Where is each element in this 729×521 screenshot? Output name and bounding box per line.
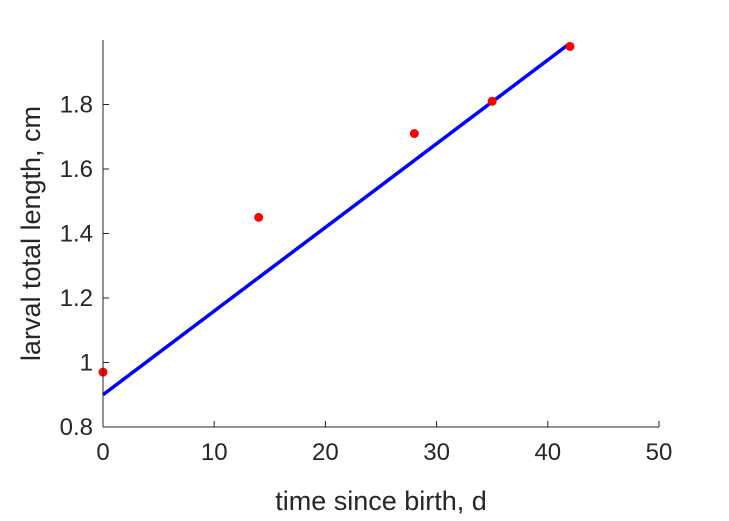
- data-point: [487, 96, 497, 106]
- x-axis-label: time since birth, d: [275, 486, 487, 516]
- x-tick-label: 30: [423, 439, 450, 466]
- y-axis-label: larval total length, cm: [16, 106, 46, 361]
- x-tick-label: 20: [312, 439, 339, 466]
- x-tick-label: 50: [646, 439, 673, 466]
- ticks: 0 10 20 30 40 50 0.8 1 1.2 1.4 1.6 1.8: [60, 92, 673, 467]
- y-tick-label: 1.2: [60, 285, 93, 312]
- data-point: [565, 41, 575, 51]
- data-point: [254, 212, 264, 222]
- y-tick-label: 1.6: [60, 156, 93, 183]
- plot-area: [98, 41, 575, 397]
- y-tick-label: 1.8: [60, 92, 93, 119]
- y-tick-label: 1: [80, 350, 93, 377]
- x-tick-label: 40: [534, 439, 561, 466]
- x-tick-label: 0: [96, 439, 109, 466]
- y-tick-label: 0.8: [60, 414, 93, 441]
- y-tick-label: 1.4: [60, 221, 93, 248]
- x-tick-label: 10: [201, 439, 228, 466]
- data-point: [409, 129, 419, 139]
